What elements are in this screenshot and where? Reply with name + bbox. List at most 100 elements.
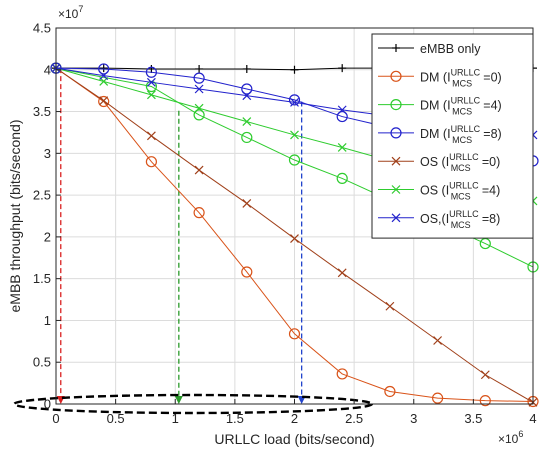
data-point [194,84,204,94]
legend-item: DM (IURLLC MCS =4) [378,96,502,117]
data-point [99,64,108,73]
x-multiplier: ×106 [498,429,523,446]
y-axis-label: eMBB throughput (bits/second) [7,120,23,313]
data-point [288,154,301,166]
series-layer [50,62,539,408]
data-point [146,90,156,100]
data-point [194,103,204,113]
data-point [337,143,347,152]
series-6 [51,63,538,140]
data-point [242,117,252,127]
y-tick-label: 1 [44,313,51,328]
data-point [390,70,402,82]
data-point [391,156,401,166]
x-tick-label: 1 [172,411,179,426]
series-line [55,67,534,202]
data-point [290,130,299,140]
data-point [242,64,251,73]
data-point [385,301,395,311]
y-tick-label: 1.5 [33,271,51,286]
data-point [145,156,157,168]
x-tick-label: 2.5 [345,411,363,426]
legend-item: DM (IURLLC MCS =0) [378,67,502,88]
x-tick-label: 3.5 [464,411,482,426]
data-point [390,127,402,139]
x-tick-label: 1.5 [226,411,244,426]
data-point [98,95,110,108]
data-point [288,328,301,340]
data-point [336,172,348,184]
data-point [241,266,253,278]
data-point [195,64,204,73]
data-point [242,199,252,208]
legend-label: DM (IURLLC MCS =8) [420,124,502,145]
data-point [193,109,205,121]
series-line [55,67,534,402]
x-tick-label: 0.5 [107,411,125,426]
data-point [337,105,347,115]
series-line [55,67,534,162]
data-point [99,71,109,81]
series-4 [51,63,538,407]
data-point [336,368,348,380]
data-point [241,131,253,144]
x-tick-label: 4 [529,411,536,426]
data-point [480,370,490,380]
data-point [432,392,444,404]
legend: eMBB only DM (IURLLC MCS =0) DM (IURLLC MCS =4… [371,33,534,239]
series-line [55,67,534,136]
data-point [290,65,299,74]
annotation-arrow-head [174,396,183,404]
legend-item: OS,(IURLLC MCS =8) [378,209,500,230]
data-point [146,131,156,141]
data-point [145,66,157,78]
legend-label: OS (IURLLC MCS =4) [420,181,500,202]
legend-label: DM (IURLLC MCS =0) [420,67,502,88]
x-tick-label: 0 [52,411,59,426]
data-point [242,91,252,101]
data-point [392,44,400,52]
legend-label: OS (IURLLC MCS =0) [420,152,500,173]
data-point [337,268,347,278]
legend-item: eMBB only [378,42,481,56]
legend-label: OS,(IURLLC MCS =8) [420,209,500,230]
ticks: 0 0.5 1 1.5 2 2.5 3 3.5 4 0 0.5 1 1.5 2 2.5 3 3.5 4 4.5 [33,21,537,427]
legend-item: DM (IURLLC MCS =8) [378,124,502,145]
legend-item: OS (IURLLC MCS =0) [378,152,500,173]
data-point [241,83,253,95]
y-tick-label: 2.5 [33,188,51,203]
y-tick-label: 3.5 [33,104,51,119]
y-tick-label: 0 [44,397,51,412]
x-tick-label: 3 [410,411,417,426]
data-point [98,63,110,75]
data-point [290,97,299,107]
data-point [391,185,401,194]
legend-box [371,33,534,239]
y-multiplier: ×107 [58,4,83,21]
data-point [99,96,109,106]
legend-label: DM (IURLLC MCS =4) [420,96,502,117]
data-point [390,98,402,111]
data-point [290,234,299,243]
data-point [147,64,156,73]
y-tick-label: 3 [44,146,51,161]
data-point [194,165,204,175]
data-point [384,385,396,398]
data-point [336,110,348,123]
data-point [288,94,301,106]
legend-label: eMBB only [420,42,481,56]
x-axis-label: URLLC load (bits/second) [214,431,374,447]
data-point [338,64,347,73]
data-point [193,72,205,84]
data-point [479,395,491,407]
data-point [433,336,443,345]
y-tick-label: 0.5 [33,355,51,370]
y-tick-label: 4 [44,62,51,77]
y-tick-label: 4.5 [33,21,51,36]
legend-item: OS (IURLLC MCS =4) [378,181,500,202]
data-point [146,77,156,87]
data-point [391,213,401,223]
data-point [193,207,205,219]
y-tick-label: 2 [44,229,51,244]
